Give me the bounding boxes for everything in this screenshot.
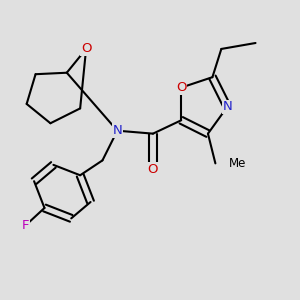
Text: O: O: [176, 81, 187, 94]
Text: N: N: [112, 124, 122, 137]
Text: O: O: [148, 163, 158, 176]
Text: N: N: [222, 100, 232, 113]
Text: O: O: [81, 42, 91, 56]
Text: F: F: [21, 219, 29, 232]
Text: Me: Me: [229, 157, 246, 170]
